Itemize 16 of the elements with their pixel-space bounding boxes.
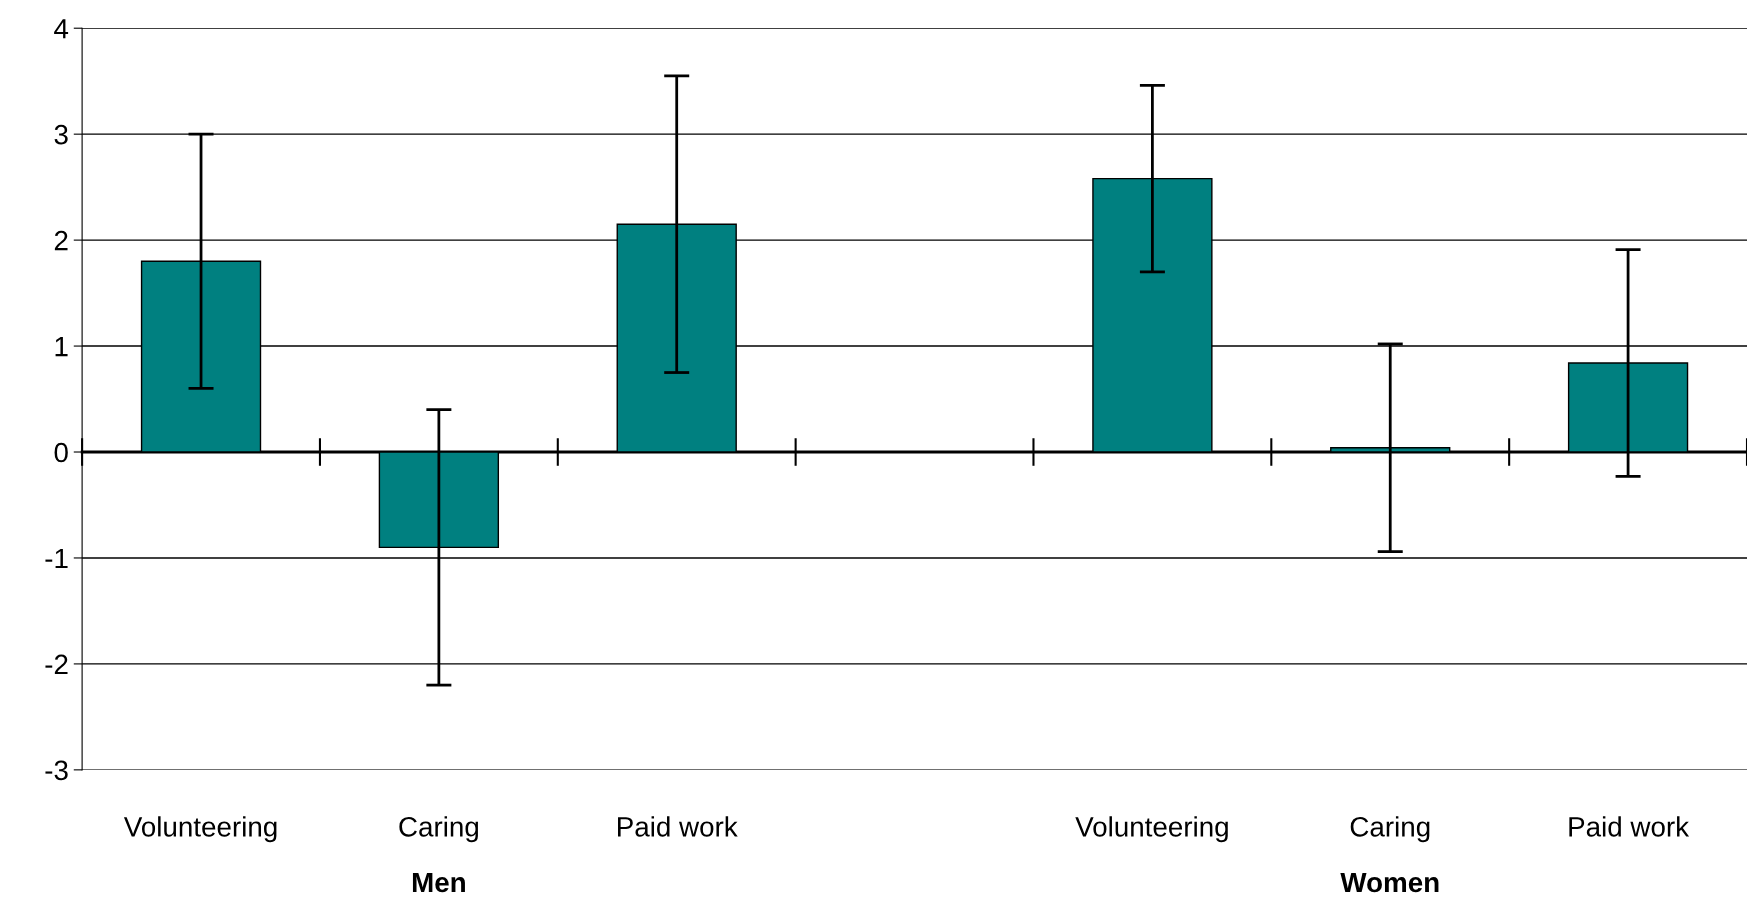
x-tick-label: Volunteering — [123, 816, 277, 843]
x-tick-label: Paid work — [1569, 816, 1690, 837]
y-tick-label: -3 — [45, 760, 68, 781]
y-tick-label: 1 — [55, 337, 68, 357]
text: Men — [412, 872, 465, 893]
y-tick-label: 2 — [54, 230, 68, 251]
x-tick-label: Volunteering — [1075, 816, 1228, 843]
y-tick-label: -2 — [45, 654, 68, 674]
y-tick-label: 4 — [54, 19, 69, 39]
x-tick-label: Caring — [399, 816, 478, 843]
text: Women — [1340, 872, 1439, 893]
y-tick-label: -1 — [45, 548, 68, 569]
x-tick-label: Paid work — [618, 816, 738, 837]
y-tick-label: 0 — [54, 442, 68, 463]
x-tick-label: Caring — [1350, 816, 1430, 843]
y-tick-label: 3 — [54, 124, 68, 145]
